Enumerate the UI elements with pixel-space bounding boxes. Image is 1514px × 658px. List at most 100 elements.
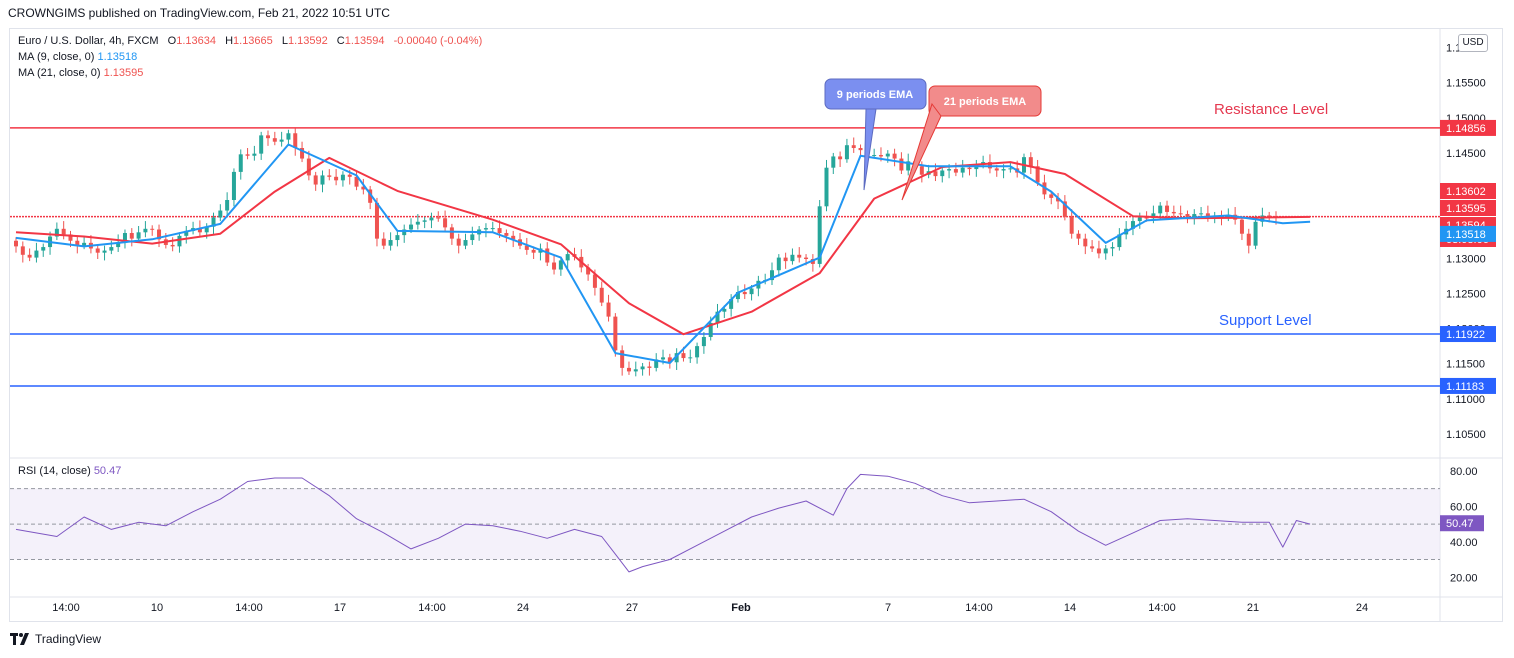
price-tick-label: 1.11000: [1446, 394, 1485, 406]
candle-down: [354, 176, 359, 187]
support-price-tag: 1.11922: [1446, 329, 1485, 341]
candle-up: [429, 217, 434, 221]
ma21-price-tag: 1.13595: [1446, 203, 1486, 215]
candle-up: [490, 228, 495, 230]
candle-down: [27, 254, 32, 258]
candle-up: [279, 139, 284, 142]
candle-down: [1049, 194, 1054, 198]
support2-price-tag: 1.11183: [1446, 381, 1484, 393]
ma21-value: 1.13595: [103, 67, 144, 79]
price-tick-label: 1.14500: [1446, 148, 1486, 160]
time-tick-label: Feb: [731, 602, 751, 614]
candle-up: [1260, 215, 1265, 222]
candle-down: [878, 155, 883, 157]
rsi-legend[interactable]: RSI (14, close) 50.47: [18, 465, 122, 477]
candle-down: [899, 158, 904, 171]
tradingview-footer[interactable]: TradingView: [10, 632, 101, 646]
candle-down: [1171, 211, 1176, 214]
candle-down: [524, 245, 529, 250]
candle-up: [654, 359, 659, 368]
candle-up: [640, 366, 645, 370]
candle-down: [436, 217, 441, 219]
ma9-legend[interactable]: MA (9, close, 0) 1.13518: [18, 51, 138, 63]
candle-down: [838, 156, 843, 160]
ohlc-low: L1.13592: [281, 35, 328, 47]
candle-up: [204, 226, 209, 233]
candle-up: [402, 229, 407, 236]
candle-down: [361, 186, 366, 190]
candle-down: [851, 145, 856, 149]
candle-down: [197, 228, 202, 233]
candle-down: [449, 227, 454, 239]
candle-up: [231, 171, 236, 200]
time-tick-label: 17: [334, 602, 346, 614]
time-tick-label: 14:00: [235, 602, 263, 614]
candle-down: [994, 168, 999, 171]
candle-down: [933, 171, 938, 177]
candle-up: [906, 161, 911, 171]
ma21-price-tag-bg: [1440, 200, 1496, 216]
candle-down: [1056, 197, 1061, 202]
resistance-price-tag-bg: [1440, 119, 1496, 136]
candle-down: [1185, 214, 1190, 217]
candle-down: [150, 228, 155, 230]
candle-down: [327, 175, 332, 177]
candle-up: [340, 174, 345, 181]
time-tick-label: 24: [1356, 602, 1368, 614]
ohlc-high: H1.13665: [225, 35, 273, 47]
candle-up: [1103, 248, 1108, 254]
candle-down: [1090, 246, 1095, 249]
time-tick-label: 7: [885, 602, 891, 614]
candle-up: [1158, 205, 1163, 214]
ema21-callout-text: 21 periods EMA: [944, 96, 1027, 108]
time-tick-label: 10: [151, 602, 163, 614]
candle-down: [1178, 213, 1183, 215]
candle-down: [293, 133, 298, 149]
candle-up: [218, 210, 223, 218]
candle-up: [885, 153, 890, 157]
candle-down: [368, 189, 373, 203]
candle-up: [1110, 247, 1115, 249]
rsi-tick-label: 40.00: [1450, 537, 1478, 549]
candle-up: [1117, 234, 1122, 248]
candle-up: [960, 167, 965, 173]
candle-up: [211, 217, 216, 227]
candle-down: [334, 176, 339, 181]
candle-down: [552, 262, 557, 270]
time-tick-label: 27: [626, 602, 638, 614]
support-label: Support Level: [1219, 312, 1312, 329]
candle-down: [667, 357, 672, 363]
candle-up: [41, 247, 46, 251]
ma21-line: [15, 156, 1311, 336]
candle-down: [613, 316, 618, 351]
ema9-callout-pointer: [863, 108, 877, 191]
candle-up: [872, 155, 877, 157]
time-tick-label: 24: [517, 602, 529, 614]
candle-up: [701, 336, 706, 347]
candle-down: [1205, 213, 1210, 217]
time-tick-label: 21: [1247, 602, 1259, 614]
price-tick-label: 1.11500: [1446, 359, 1485, 371]
candle-down: [681, 353, 686, 359]
candle-down: [456, 238, 461, 246]
candle-up: [940, 170, 945, 177]
price-tick-label: 1.13000: [1446, 253, 1486, 265]
candle-up: [749, 288, 754, 295]
support-price-tag-bg: [1440, 326, 1496, 343]
candle-down: [620, 350, 625, 368]
candle-down: [1096, 248, 1101, 254]
rsi-value: 50.47: [93, 465, 122, 477]
candle-up: [395, 235, 400, 241]
ma9-price-tag: 1.13518: [1446, 229, 1486, 241]
candle-down: [531, 249, 536, 253]
currency-button[interactable]: USD: [1458, 34, 1488, 52]
candle-down: [245, 154, 250, 156]
candle-down: [742, 292, 747, 295]
ma21-legend[interactable]: MA (21, close, 0) 1.13595: [18, 67, 144, 79]
candle-up: [1137, 217, 1142, 222]
price-tick-label: 1.12500: [1446, 288, 1486, 300]
chart-frame[interactable]: [9, 28, 1503, 622]
candle-up: [844, 145, 849, 160]
candle-up: [674, 353, 679, 363]
